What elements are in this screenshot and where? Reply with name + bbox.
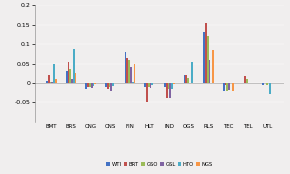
Bar: [68, 62, 69, 83]
Bar: [144, 83, 146, 87]
Bar: [266, 83, 268, 85]
Bar: [205, 23, 207, 83]
Bar: [66, 71, 68, 83]
Bar: [146, 83, 148, 102]
Bar: [164, 83, 166, 87]
Bar: [69, 69, 71, 83]
Bar: [191, 62, 193, 83]
Legend: WTI, BRT, GSO, GSL, HTO, NGS: WTI, BRT, GSO, GSL, HTO, NGS: [104, 159, 215, 169]
Bar: [168, 83, 169, 89]
Bar: [105, 83, 107, 87]
Bar: [48, 75, 50, 83]
Bar: [171, 83, 173, 89]
Bar: [226, 83, 228, 91]
Bar: [212, 50, 214, 83]
Bar: [207, 36, 209, 83]
Bar: [93, 83, 94, 86]
Bar: [46, 81, 48, 83]
Bar: [187, 78, 189, 83]
Bar: [223, 83, 225, 91]
Bar: [89, 83, 91, 87]
Bar: [246, 79, 248, 83]
Bar: [128, 60, 130, 83]
Bar: [232, 83, 233, 91]
Bar: [75, 73, 76, 83]
Bar: [126, 58, 128, 83]
Bar: [53, 64, 55, 83]
Bar: [112, 83, 114, 86]
Bar: [86, 83, 87, 89]
Bar: [184, 75, 185, 83]
Bar: [228, 83, 230, 90]
Bar: [132, 82, 134, 83]
Bar: [148, 83, 150, 87]
Bar: [203, 32, 205, 83]
Bar: [91, 83, 93, 88]
Bar: [269, 83, 271, 94]
Bar: [125, 52, 126, 83]
Bar: [151, 83, 153, 85]
Bar: [71, 79, 73, 83]
Bar: [134, 64, 135, 83]
Bar: [225, 83, 226, 85]
Bar: [262, 83, 264, 85]
Bar: [107, 83, 109, 89]
Bar: [55, 79, 57, 83]
Bar: [73, 49, 75, 83]
Bar: [50, 82, 51, 83]
Bar: [130, 67, 132, 83]
Bar: [87, 83, 89, 87]
Bar: [51, 82, 53, 83]
Bar: [94, 83, 96, 84]
Bar: [109, 83, 110, 87]
Bar: [185, 75, 187, 83]
Bar: [150, 83, 151, 88]
Bar: [209, 60, 210, 83]
Bar: [244, 76, 246, 83]
Bar: [173, 83, 175, 84]
Bar: [169, 83, 171, 98]
Bar: [110, 83, 112, 92]
Bar: [166, 83, 168, 98]
